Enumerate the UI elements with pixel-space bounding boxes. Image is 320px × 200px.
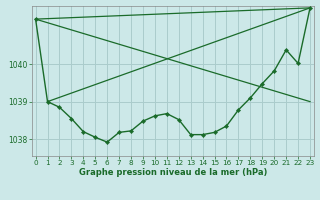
X-axis label: Graphe pression niveau de la mer (hPa): Graphe pression niveau de la mer (hPa) (79, 168, 267, 177)
